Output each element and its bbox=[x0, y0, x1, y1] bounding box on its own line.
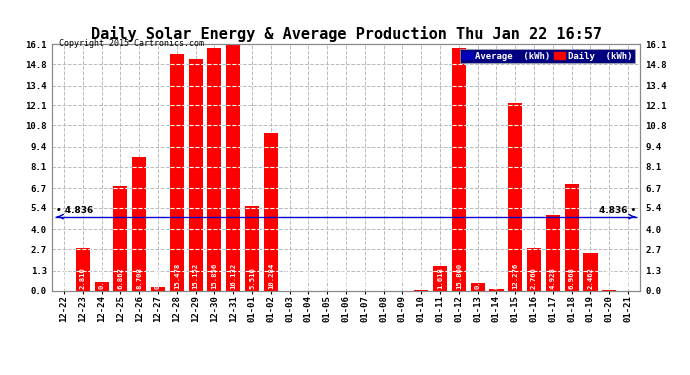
Text: 4.836 •: 4.836 • bbox=[600, 206, 637, 215]
Bar bbox=[489, 289, 504, 291]
Bar bbox=[584, 253, 598, 291]
Text: 6.862: 6.862 bbox=[117, 267, 124, 290]
Text: 0.000: 0.000 bbox=[61, 267, 67, 290]
Bar bbox=[452, 48, 466, 291]
Legend: Average  (kWh), Daily  (kWh): Average (kWh), Daily (kWh) bbox=[460, 49, 635, 63]
Text: 16.132: 16.132 bbox=[230, 263, 236, 290]
Bar bbox=[170, 54, 184, 291]
Bar bbox=[564, 184, 579, 291]
Text: Copyright 2015 Cartronics.com: Copyright 2015 Cartronics.com bbox=[59, 39, 204, 48]
Title: Daily Solar Energy & Average Production Thu Jan 22 16:57: Daily Solar Energy & Average Production … bbox=[90, 26, 602, 42]
Text: 2.760: 2.760 bbox=[531, 267, 537, 290]
Text: 15.860: 15.860 bbox=[456, 263, 462, 290]
Text: 15.856: 15.856 bbox=[211, 263, 217, 290]
Bar bbox=[245, 206, 259, 291]
Bar bbox=[527, 248, 541, 291]
Text: 0.000: 0.000 bbox=[324, 267, 331, 290]
Text: 0.000: 0.000 bbox=[362, 267, 368, 290]
Bar bbox=[546, 215, 560, 291]
Bar bbox=[95, 282, 108, 291]
Text: 15.478: 15.478 bbox=[174, 263, 180, 290]
Bar bbox=[433, 266, 447, 291]
Text: 0.030: 0.030 bbox=[418, 267, 424, 290]
Bar bbox=[188, 59, 203, 291]
Text: 0.208: 0.208 bbox=[155, 267, 161, 290]
Text: 0.000: 0.000 bbox=[400, 267, 406, 290]
Bar bbox=[113, 186, 128, 291]
Bar bbox=[151, 288, 165, 291]
Text: • 4.836: • 4.836 bbox=[55, 206, 92, 215]
Bar bbox=[208, 48, 221, 291]
Text: 0.000: 0.000 bbox=[625, 267, 631, 290]
Text: 0.108: 0.108 bbox=[493, 267, 500, 290]
Bar bbox=[132, 158, 146, 291]
Text: 6.968: 6.968 bbox=[569, 267, 575, 290]
Text: 0.476: 0.476 bbox=[475, 267, 481, 290]
Bar bbox=[509, 103, 522, 291]
Text: 4.928: 4.928 bbox=[550, 267, 556, 290]
Bar bbox=[76, 248, 90, 291]
Text: 8.708: 8.708 bbox=[136, 267, 142, 290]
Bar bbox=[264, 133, 278, 291]
Text: 2.810: 2.810 bbox=[80, 267, 86, 290]
Text: 15.152: 15.152 bbox=[193, 263, 199, 290]
Text: 12.276: 12.276 bbox=[512, 263, 518, 290]
Text: 0.000: 0.000 bbox=[343, 267, 349, 290]
Text: 0.000: 0.000 bbox=[306, 267, 311, 290]
Bar bbox=[471, 284, 484, 291]
Bar bbox=[414, 290, 428, 291]
Text: 10.284: 10.284 bbox=[268, 263, 274, 290]
Text: 0.000: 0.000 bbox=[381, 267, 386, 290]
Text: 0.022: 0.022 bbox=[607, 267, 612, 290]
Text: 5.516: 5.516 bbox=[249, 267, 255, 290]
Text: 2.462: 2.462 bbox=[587, 267, 593, 290]
Text: 0.000: 0.000 bbox=[286, 267, 293, 290]
Text: 1.618: 1.618 bbox=[437, 267, 443, 290]
Bar bbox=[226, 44, 240, 291]
Text: 0.590: 0.590 bbox=[99, 267, 105, 290]
